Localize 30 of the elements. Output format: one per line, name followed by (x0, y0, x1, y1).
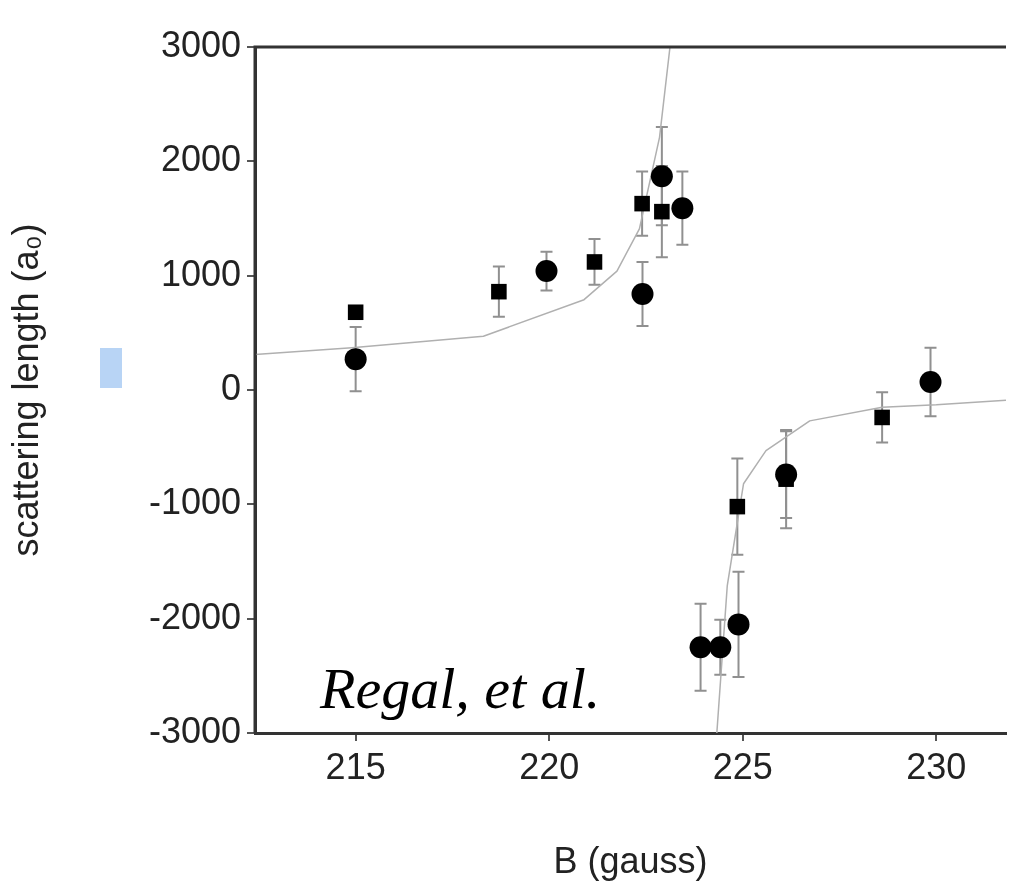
point (491, 283, 507, 300)
annotation: Regal, et al. (319, 656, 601, 721)
point (586, 254, 603, 270)
point (729, 498, 746, 515)
y-tick-label: 3000 (160, 23, 241, 65)
y-tick-label: -3000 (148, 709, 241, 751)
x-tick-label: 215 (325, 745, 386, 787)
x-tick-label: 230 (906, 745, 967, 787)
y-tick-label: -1000 (148, 481, 241, 523)
point (709, 636, 732, 659)
x-tick-label: 225 (712, 745, 773, 787)
point (344, 348, 367, 371)
point (347, 304, 364, 321)
point (671, 197, 694, 220)
point (650, 165, 673, 188)
y-tick-label: 1000 (160, 252, 241, 294)
point (654, 203, 670, 220)
y-tick-label: -2000 (148, 595, 241, 637)
point (631, 282, 654, 305)
y-tick-label: 2000 (160, 138, 241, 180)
point (919, 371, 942, 393)
y-axis-title: scattering length (a₀) (4, 223, 46, 557)
point (634, 195, 650, 212)
point (727, 613, 750, 636)
x-axis-title: B (gauss) (553, 840, 708, 882)
x-tick-label: 220 (519, 745, 580, 787)
y-tick-label: 0 (220, 366, 241, 408)
point (535, 260, 558, 283)
point (689, 636, 712, 659)
point (874, 409, 890, 426)
